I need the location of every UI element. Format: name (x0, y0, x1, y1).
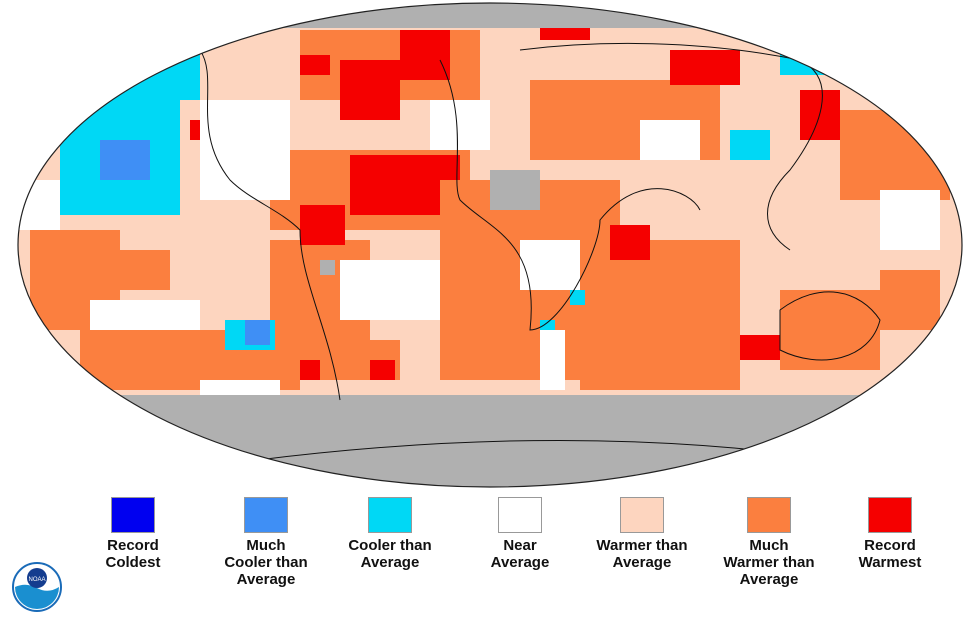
map-cell-much-warmer (120, 250, 170, 290)
legend-label: Near Average (490, 537, 550, 571)
map-cell-record-warmest (400, 30, 450, 80)
map-cell-near (200, 100, 290, 200)
legend-item-record-coldest: Record Coldest (68, 497, 198, 571)
svg-text:NOAA: NOAA (28, 577, 45, 583)
map-cell-much-warmer (840, 110, 950, 200)
map-cell-near (90, 300, 200, 330)
map-cell-record-warmest (740, 335, 780, 360)
legend-item-warmer: Warmer than Average (577, 497, 707, 571)
coastline (219, 440, 801, 466)
legend-swatch (111, 497, 155, 533)
legend-label: Cooler than Average (348, 537, 432, 571)
map-cell-record-warmest (300, 205, 345, 245)
map-cell-no-data (18, 3, 962, 28)
legend-swatch (498, 497, 542, 533)
map-cell-record-warmest (340, 60, 400, 120)
map-cell-near (520, 240, 580, 290)
legend-swatch (747, 497, 791, 533)
coastline (519, 42, 823, 251)
coastline (779, 291, 881, 361)
legend-swatch (368, 497, 412, 533)
legend-label: Warmer than Average (596, 537, 688, 571)
coastline (439, 59, 701, 331)
map-cell-record-warmest (670, 50, 740, 85)
map-cell-cooler (730, 130, 770, 160)
map-cell-near (18, 180, 60, 230)
world-temperature-percentile-map (17, 2, 963, 488)
map-cell-no-data (18, 395, 962, 487)
map-cell-near (340, 260, 440, 320)
legend-label: Much Warmer than Average (723, 537, 815, 588)
map-cell-much-warmer (580, 240, 740, 390)
legend-label: Much Cooler than Average (224, 537, 308, 588)
legend-label: Record Coldest (105, 537, 161, 571)
map-cell-near (430, 100, 490, 150)
map-cell-near (640, 120, 700, 160)
legend-label: Record Warmest (858, 537, 922, 571)
map-cell-much-warmer (880, 270, 940, 330)
map-outline (17, 2, 963, 488)
map-cell-no-data (320, 260, 335, 275)
map-cell-record-warmest (370, 360, 395, 380)
map-cell-record-warmest (300, 55, 330, 75)
coastline (199, 49, 341, 401)
map-cell-record-warmest (610, 225, 650, 260)
legend-item-near: Near Average (455, 497, 585, 571)
map-cells (18, 3, 962, 487)
map-cell-record-warmest (300, 360, 320, 380)
map-cell-near (880, 190, 940, 250)
legend-item-much-cooler: Much Cooler than Average (201, 497, 331, 588)
legend-item-record-warmest: Record Warmest (825, 497, 955, 571)
map-cell-much-cooler (245, 320, 270, 345)
map-cell-near (540, 330, 565, 390)
map-cell-cooler (570, 290, 585, 305)
map-cell-cooler (90, 40, 200, 100)
legend-swatch (620, 497, 664, 533)
legend-swatch (244, 497, 288, 533)
map-cell-no-data (490, 170, 540, 210)
legend-swatch (868, 497, 912, 533)
legend-item-much-warmer: Much Warmer than Average (704, 497, 834, 588)
map-cell-much-warmer (780, 290, 880, 370)
map-cell-cooler (780, 40, 860, 75)
map-cell-much-cooler (100, 140, 150, 180)
noaa-logo-icon: NOAA (12, 562, 62, 612)
legend-item-cooler: Cooler than Average (325, 497, 455, 571)
